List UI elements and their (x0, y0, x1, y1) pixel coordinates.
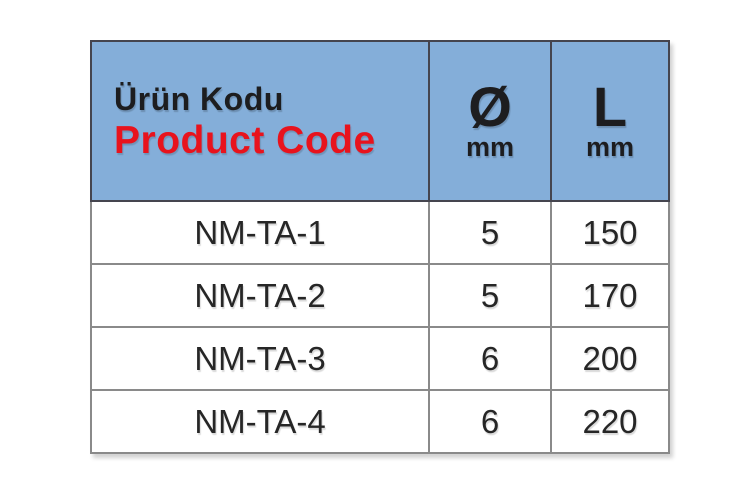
product-code-header-cell: Ürün Kodu Product Code (90, 40, 430, 202)
diameter-cell: 5 (428, 263, 552, 328)
length-unit-label: mm (585, 131, 634, 162)
diameter-header-cell: Ø mm (428, 40, 552, 202)
length-cell: 220 (550, 389, 670, 454)
product-code-cell: NM-TA-2 (90, 263, 430, 328)
table-row: NM-TA-4 6 220 (90, 389, 670, 454)
diameter-cell: 5 (428, 200, 552, 265)
product-code-cell: NM-TA-4 (90, 389, 430, 454)
table-row: NM-TA-2 5 170 (90, 263, 670, 328)
product-code-cell: NM-TA-1 (90, 200, 430, 265)
product-code-label-english: Product Code (114, 118, 376, 162)
length-cell: 150 (550, 200, 670, 265)
diameter-cell: 6 (428, 326, 552, 391)
diameter-unit-label: mm (465, 131, 514, 162)
length-header-cell: L mm (550, 40, 670, 202)
diameter-cell: 6 (428, 389, 552, 454)
product-code-cell: NM-TA-3 (90, 326, 430, 391)
length-cell: 170 (550, 263, 670, 328)
length-cell: 200 (550, 326, 670, 391)
header-row: Ürün Kodu Product Code Ø mm L mm (90, 40, 670, 202)
diameter-symbol: Ø (468, 74, 512, 138)
table-row: NM-TA-3 6 200 (90, 326, 670, 391)
table-row: NM-TA-1 5 150 (90, 200, 670, 265)
product-spec-table: Ürün Kodu Product Code Ø mm L mm NM-TA-1… (90, 40, 670, 454)
length-symbol: L (592, 74, 628, 138)
table-body: NM-TA-1 5 150 NM-TA-2 5 170 NM-TA-3 6 20… (90, 200, 670, 454)
table-header: Ürün Kodu Product Code Ø mm L mm (90, 40, 670, 202)
product-code-label-turkish: Ürün Kodu (114, 80, 284, 117)
